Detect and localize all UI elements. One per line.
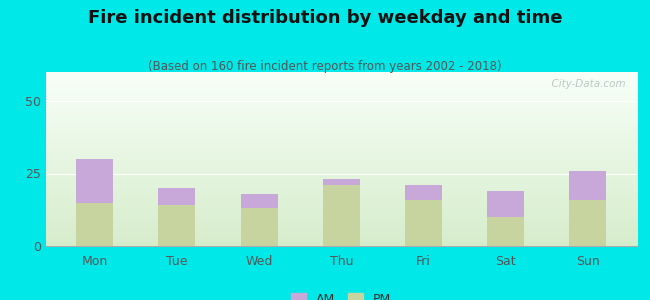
Text: City-Data.com: City-Data.com <box>545 79 625 89</box>
Legend: AM, PM: AM, PM <box>287 289 395 300</box>
Bar <box>569 171 606 200</box>
Bar <box>405 200 442 246</box>
Bar <box>487 217 524 246</box>
Bar <box>240 194 278 208</box>
Text: (Based on 160 fire incident reports from years 2002 - 2018): (Based on 160 fire incident reports from… <box>148 60 502 73</box>
Bar <box>240 208 278 246</box>
Bar <box>323 185 359 246</box>
Bar <box>76 159 113 202</box>
Bar <box>487 191 524 217</box>
Bar <box>159 206 196 246</box>
Bar <box>569 200 606 246</box>
Bar <box>323 179 359 185</box>
Text: Fire incident distribution by weekday and time: Fire incident distribution by weekday an… <box>88 9 562 27</box>
Bar <box>76 202 113 246</box>
Bar <box>405 185 442 200</box>
Bar <box>159 188 196 206</box>
